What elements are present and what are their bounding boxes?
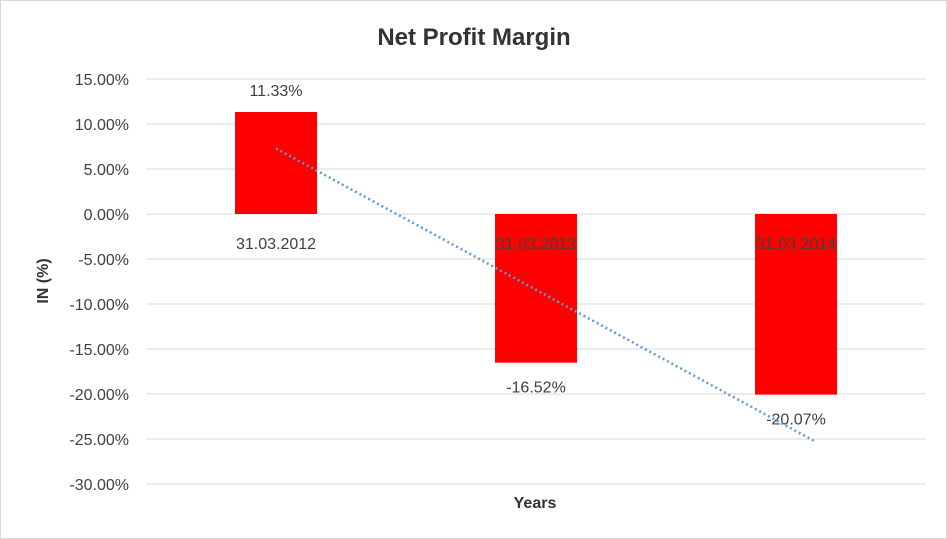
data-label: -20.07% (766, 412, 826, 429)
data-label: 11.33% (249, 83, 302, 100)
bar (495, 214, 577, 363)
y-tick-label: 15.00% (75, 72, 129, 89)
y-tick-label: 10.00% (75, 117, 129, 134)
y-tick-label: 5.00% (84, 162, 129, 179)
trendline (275, 147, 817, 444)
data-label: -16.52% (506, 380, 566, 397)
y-axis-title: IN (%) (35, 258, 52, 303)
trendline-path (275, 147, 817, 444)
category-labels: 31.03.2012 31.03.2013 31.03.2014 (236, 236, 836, 253)
category-label: 31.03.2012 (236, 236, 316, 253)
y-tick-label: -15.00% (69, 342, 129, 359)
y-tick-label: 0.00% (84, 207, 129, 224)
x-axis-title: Years (514, 495, 557, 512)
chart-title: Net Profit Margin (377, 24, 570, 51)
y-tick-label: -25.00% (69, 432, 129, 449)
y-tick-label: -30.00% (69, 477, 129, 494)
category-label: 31.03.2013 (496, 236, 576, 253)
y-axis-ticks: 15.00% 10.00% 5.00% 0.00% -5.00% -10.00% -15.0… (69, 72, 129, 494)
bars (235, 112, 837, 395)
category-label: 31.03.2014 (756, 236, 836, 253)
y-tick-label: -10.00% (69, 297, 129, 314)
y-tick-label: -5.00% (78, 252, 129, 269)
y-tick-label: -20.00% (69, 387, 129, 404)
bar (235, 112, 317, 214)
bar (755, 214, 837, 395)
